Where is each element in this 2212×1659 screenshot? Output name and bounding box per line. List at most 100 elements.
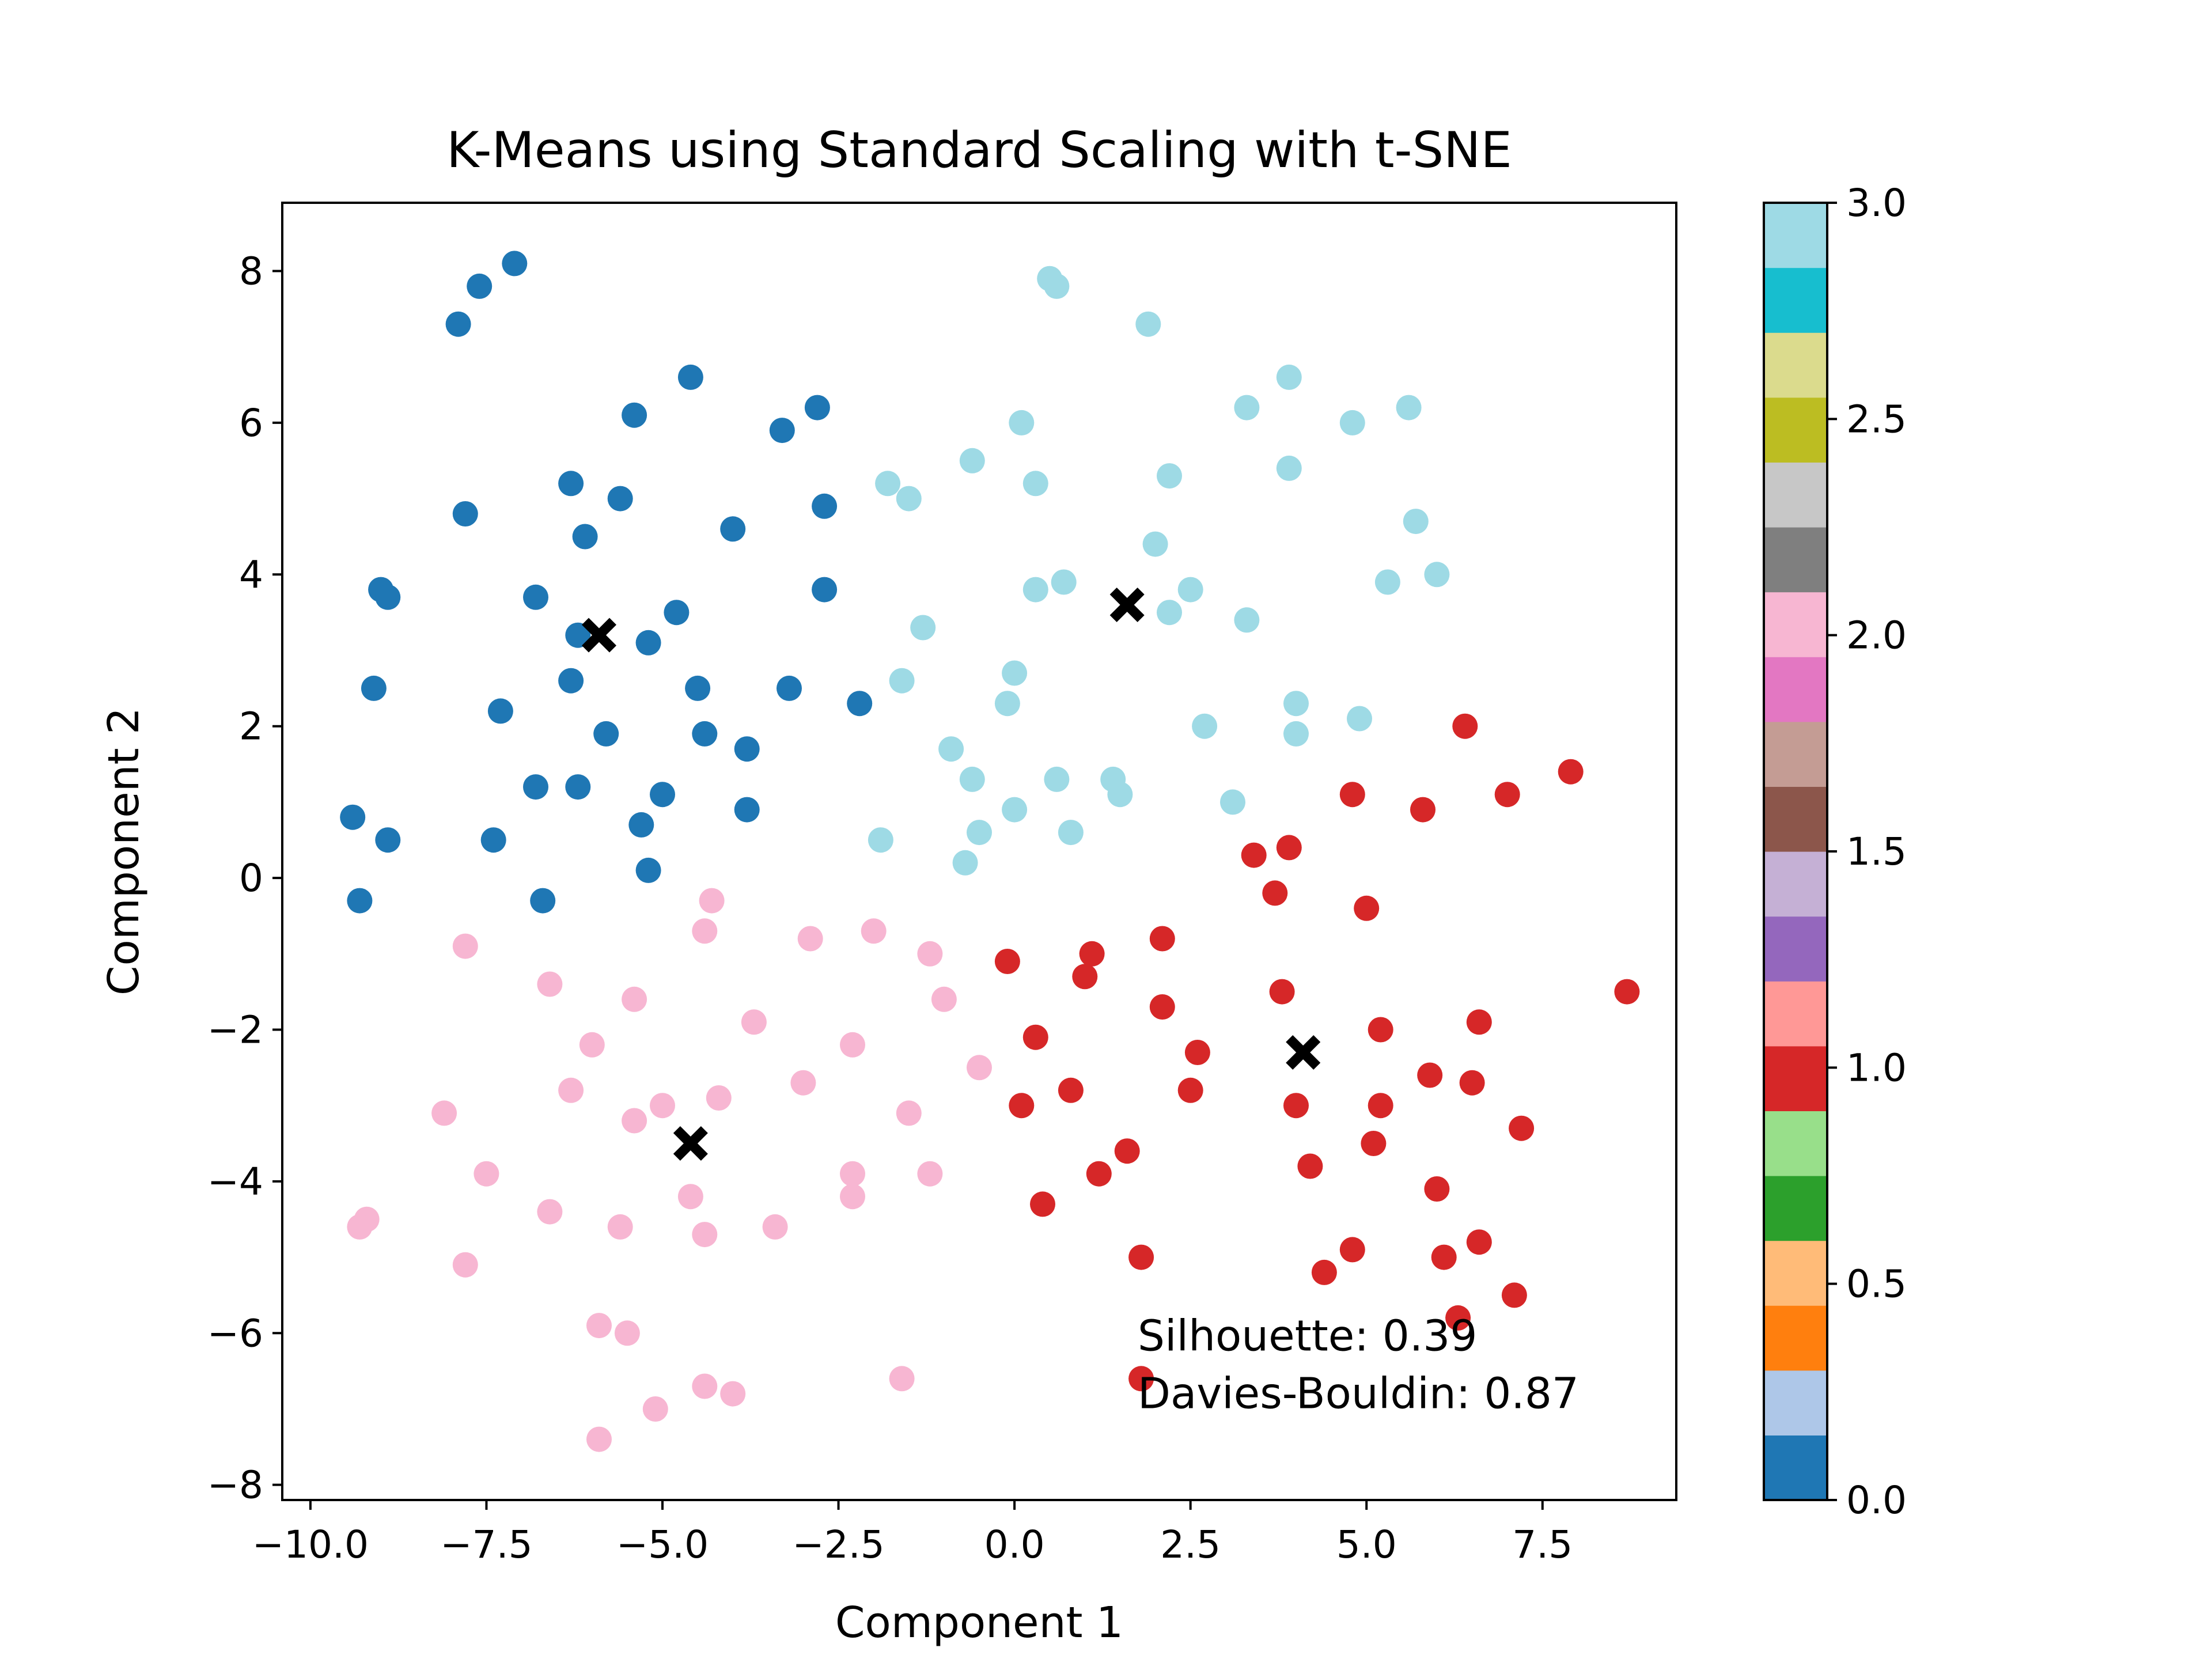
chart-title: K-Means using Standard Scaling with t-SN…: [446, 122, 1512, 179]
data-point-cluster-0: [467, 273, 493, 299]
data-point-cluster-3: [1157, 600, 1182, 626]
data-point-cluster-1: [1022, 1024, 1048, 1050]
data-point-cluster-1: [1262, 880, 1288, 906]
x-tick-label: −5.0: [616, 1522, 709, 1567]
colorbar-segment: [1764, 592, 1827, 657]
data-point-cluster-3: [1002, 660, 1028, 686]
x-tick-label: 2.5: [1160, 1522, 1221, 1567]
data-point-cluster-3: [994, 691, 1020, 717]
colorbar-segment: [1764, 981, 1827, 1047]
data-point-cluster-0: [502, 251, 528, 276]
data-point-cluster-0: [812, 493, 838, 519]
data-point-cluster-2: [790, 1070, 816, 1096]
data-point-cluster-3: [1276, 364, 1302, 390]
colorbar-tick-label: 1.5: [1846, 830, 1907, 874]
centroid-marker: [1286, 1035, 1321, 1070]
data-point-cluster-2: [699, 888, 725, 914]
data-point-cluster-0: [487, 698, 513, 724]
silhouette-score: Silhouette: 0.39: [1138, 1311, 1477, 1361]
data-point-cluster-2: [537, 1199, 563, 1225]
data-point-cluster-0: [347, 888, 373, 914]
annotation-layer: Silhouette: 0.39 Davies-Bouldin: 0.87: [1138, 1311, 1579, 1418]
data-point-cluster-1: [1079, 941, 1105, 967]
data-point-cluster-0: [565, 622, 591, 648]
data-point-cluster-3: [896, 486, 922, 512]
x-tick-label: −10.0: [252, 1522, 369, 1567]
data-point-cluster-3: [1177, 577, 1203, 603]
data-point-cluster-2: [840, 1032, 865, 1058]
data-point-cluster-2: [452, 1252, 478, 1278]
data-point-cluster-3: [1347, 706, 1372, 732]
colorbar-segment: [1764, 1046, 1827, 1111]
data-point-cluster-3: [1058, 820, 1084, 846]
data-point-cluster-3: [1135, 311, 1161, 337]
data-point-cluster-0: [558, 668, 584, 694]
plot-frame: [281, 202, 1677, 1501]
data-point-cluster-0: [777, 675, 802, 701]
colorbar-segment: [1764, 203, 1827, 268]
data-point-cluster-2: [650, 1093, 675, 1119]
data-point-cluster-2: [622, 1108, 647, 1134]
data-point-cluster-2: [586, 1313, 612, 1339]
colorbar-tick-label: 0.5: [1846, 1262, 1907, 1306]
y-axis-label: Component 2: [99, 707, 149, 995]
data-point-cluster-0: [375, 584, 401, 610]
colorbar-tick-label: 2.0: [1846, 613, 1907, 658]
data-point-cluster-1: [1149, 994, 1175, 1020]
data-point-cluster-2: [431, 1100, 457, 1126]
data-point-cluster-1: [1339, 1237, 1365, 1263]
data-point-cluster-1: [1494, 782, 1520, 808]
data-point-cluster-2: [762, 1214, 788, 1240]
y-tick-label: 0: [239, 856, 263, 900]
data-point-cluster-3: [952, 850, 978, 876]
data-point-cluster-3: [938, 736, 964, 762]
data-point-cluster-3: [1022, 577, 1048, 603]
data-point-cluster-0: [361, 675, 387, 701]
data-point-cluster-3: [1044, 273, 1070, 299]
data-point-cluster-3: [875, 471, 901, 497]
data-point-cluster-0: [635, 630, 661, 656]
y-tick-label: −2: [207, 1007, 263, 1052]
data-point-cluster-3: [1424, 562, 1450, 588]
data-point-cluster-1: [1452, 713, 1478, 739]
data-point-cluster-1: [1368, 1017, 1393, 1043]
data-point-cluster-2: [797, 926, 823, 952]
data-point-cluster-0: [593, 721, 619, 747]
data-point-cluster-2: [720, 1381, 746, 1407]
data-point-cluster-3: [1403, 509, 1429, 535]
data-point-cluster-3: [1283, 691, 1309, 717]
data-point-cluster-2: [692, 1373, 718, 1399]
data-point-cluster-1: [1339, 782, 1365, 808]
data-point-cluster-2: [558, 1077, 584, 1103]
data-point-cluster-2: [537, 971, 563, 997]
data-point-cluster-0: [734, 797, 760, 823]
data-point-cluster-1: [1276, 835, 1302, 861]
centroid-marker: [581, 618, 617, 653]
x-tick-label: 7.5: [1512, 1522, 1573, 1567]
data-point-cluster-0: [720, 516, 746, 542]
y-tick-label: 8: [239, 249, 263, 294]
data-point-cluster-3: [1142, 531, 1168, 557]
data-point-cluster-1: [1354, 895, 1380, 921]
data-point-cluster-0: [530, 888, 556, 914]
plot-area: Silhouette: 0.39 Davies-Bouldin: 0.87: [281, 202, 1677, 1501]
data-point-cluster-0: [523, 584, 548, 610]
data-point-cluster-0: [607, 486, 633, 512]
colorbar-segment: [1764, 1111, 1827, 1176]
colorbar-ticks: 0.0 0.5 1.0 1.5 2.0 2.5 3.0: [1827, 181, 1907, 1522]
data-point-cluster-0: [622, 402, 647, 428]
data-point-cluster-2: [452, 933, 478, 959]
data-point-cluster-0: [734, 736, 760, 762]
data-point-cluster-1: [1072, 964, 1098, 990]
data-point-cluster-3: [910, 615, 936, 641]
x-tick-label: 0.0: [984, 1522, 1045, 1567]
data-point-cluster-3: [1396, 395, 1422, 421]
data-point-cluster-1: [1311, 1259, 1337, 1285]
colorbar-segment: [1764, 397, 1827, 463]
data-point-cluster-2: [607, 1214, 633, 1240]
data-point-cluster-1: [1466, 1229, 1492, 1255]
data-point-cluster-3: [1234, 607, 1260, 633]
data-point-cluster-0: [565, 774, 591, 800]
data-point-cluster-3: [1276, 455, 1302, 481]
data-point-cluster-0: [480, 827, 506, 853]
